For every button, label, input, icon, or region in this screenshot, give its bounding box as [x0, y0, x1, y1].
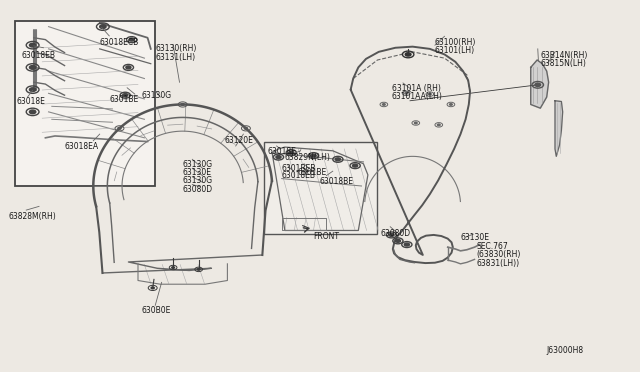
- Circle shape: [396, 239, 401, 242]
- Circle shape: [29, 88, 36, 92]
- Text: 6301BE: 6301BE: [109, 95, 138, 104]
- Text: 630B0E: 630B0E: [141, 307, 171, 315]
- Bar: [15, 21, 156, 186]
- Circle shape: [438, 124, 440, 126]
- Text: 6301BE: 6301BE: [298, 168, 327, 177]
- Circle shape: [276, 155, 281, 158]
- Circle shape: [129, 38, 134, 41]
- Text: 63018EB: 63018EB: [21, 51, 55, 60]
- Text: FRONT: FRONT: [314, 232, 340, 241]
- Text: (63830(RH): (63830(RH): [476, 250, 521, 260]
- Text: 63831(LH)): 63831(LH)): [476, 259, 520, 267]
- Circle shape: [311, 154, 316, 157]
- Circle shape: [151, 287, 154, 289]
- Text: 63130G: 63130G: [182, 176, 213, 185]
- Text: 63829N(LH): 63829N(LH): [285, 153, 331, 162]
- Circle shape: [415, 122, 417, 124]
- Circle shape: [29, 43, 36, 47]
- Text: 63101A (RH): 63101A (RH): [392, 84, 440, 93]
- Text: 63018EB: 63018EB: [282, 171, 316, 180]
- Circle shape: [244, 128, 248, 129]
- Text: 63815N(LH): 63815N(LH): [540, 59, 586, 68]
- Circle shape: [535, 83, 541, 87]
- Text: 63018E: 63018E: [17, 97, 45, 106]
- Text: 63130(RH): 63130(RH): [156, 44, 196, 53]
- Text: 63018EA: 63018EA: [65, 142, 99, 151]
- Text: SEC.767: SEC.767: [476, 242, 508, 251]
- Text: 63018BE: 63018BE: [320, 177, 354, 186]
- Text: 63130G: 63130G: [182, 160, 213, 169]
- Circle shape: [449, 104, 452, 105]
- Text: 63131(LH): 63131(LH): [156, 52, 195, 62]
- Text: 63130E: 63130E: [182, 168, 212, 177]
- Text: 63101(LH): 63101(LH): [435, 46, 475, 55]
- Circle shape: [429, 93, 431, 95]
- Circle shape: [197, 269, 200, 270]
- Text: 63B14N(RH): 63B14N(RH): [540, 51, 588, 60]
- Text: 63120E: 63120E: [224, 136, 253, 145]
- Circle shape: [405, 53, 411, 56]
- Circle shape: [383, 104, 385, 105]
- Circle shape: [172, 267, 175, 268]
- Circle shape: [289, 151, 294, 154]
- Text: 63080D: 63080D: [182, 185, 213, 193]
- Circle shape: [353, 164, 358, 167]
- Circle shape: [29, 110, 36, 114]
- Text: 6301BEB: 6301BEB: [282, 164, 316, 173]
- Bar: [264, 141, 378, 234]
- Text: 63018ECB: 63018ECB: [100, 38, 139, 47]
- Circle shape: [123, 94, 128, 97]
- Text: 63100(RH): 63100(RH): [435, 38, 476, 47]
- Text: J63000H8: J63000H8: [547, 346, 584, 355]
- Circle shape: [29, 65, 36, 69]
- Text: 63101AA(LH): 63101AA(LH): [392, 92, 442, 101]
- Circle shape: [118, 128, 121, 129]
- Circle shape: [335, 158, 340, 161]
- Circle shape: [404, 243, 410, 246]
- Text: 63828M(RH): 63828M(RH): [8, 212, 56, 221]
- Circle shape: [389, 234, 394, 236]
- Circle shape: [100, 25, 106, 29]
- Text: 63018E: 63018E: [268, 147, 296, 156]
- Text: 63130E: 63130E: [461, 234, 490, 243]
- Polygon shape: [531, 60, 548, 108]
- Circle shape: [126, 66, 131, 69]
- Polygon shape: [555, 101, 563, 156]
- Circle shape: [181, 103, 184, 105]
- Circle shape: [405, 93, 408, 94]
- Text: 63080D: 63080D: [381, 229, 411, 238]
- Text: 63130G: 63130G: [141, 91, 172, 100]
